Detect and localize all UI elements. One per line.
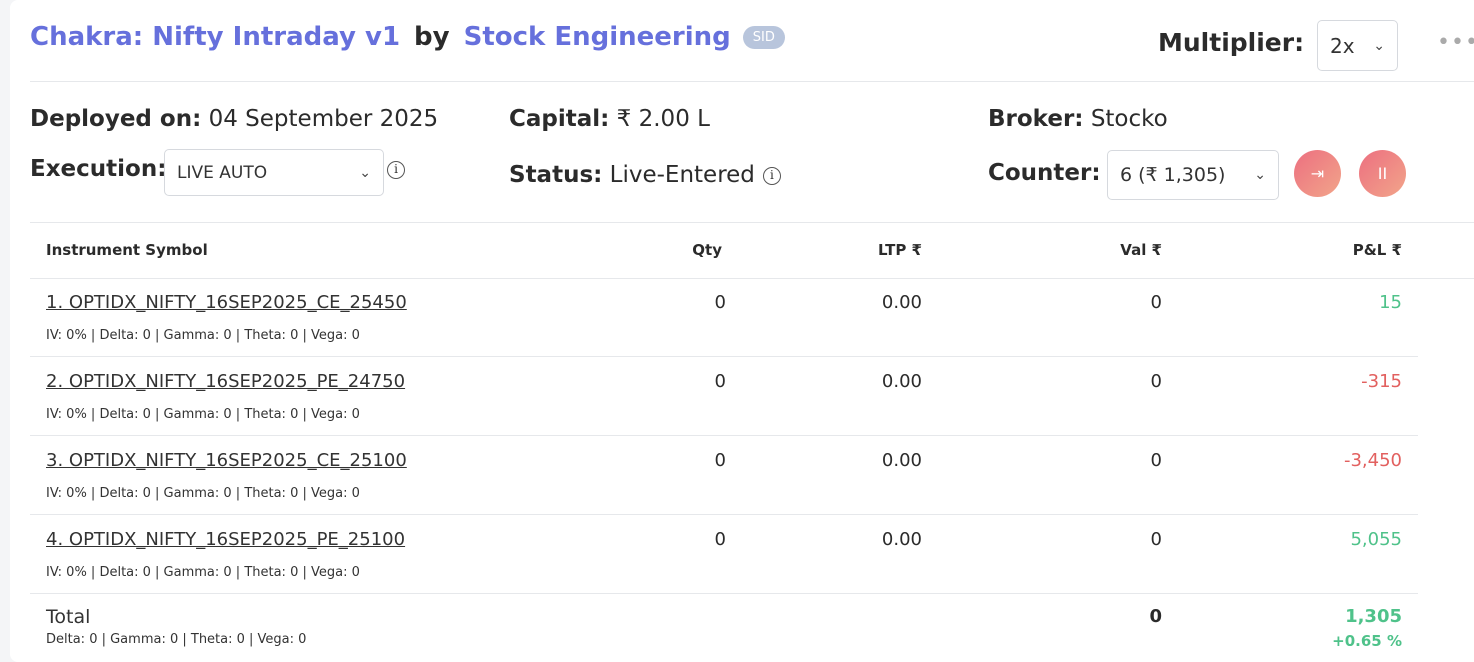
qty-cell: 0 xyxy=(714,450,726,471)
total-label: Total xyxy=(46,606,91,628)
instrument-symbol-link[interactable]: 3. OPTIDX_NIFTY_16SEP2025_CE_25100 xyxy=(46,450,407,471)
author-link[interactable]: Stock Engineering xyxy=(463,22,731,52)
greeks-text: IV: 0% | Delta: 0 | Gamma: 0 | Theta: 0 … xyxy=(46,486,360,501)
pnl-cell: -315 xyxy=(1361,371,1402,392)
broker-label: Broker: xyxy=(988,106,1084,132)
info-icon[interactable]: i xyxy=(387,161,405,179)
deployed-on: Deployed on: 04 September 2025 xyxy=(30,106,438,132)
counter-value: 6 (₹ 1,305) xyxy=(1120,164,1226,186)
pnl-cell: 15 xyxy=(1379,292,1402,313)
strategy-card: Chakra: Nifty Intraday v1 by Stock Engin… xyxy=(10,0,1474,662)
col-header-symbol: Instrument Symbol xyxy=(46,241,208,259)
val-cell: 0 xyxy=(1150,292,1162,313)
instrument-symbol-link[interactable]: 1. OPTIDX_NIFTY_16SEP2025_CE_25450 xyxy=(46,292,407,313)
deployed-label: Deployed on: xyxy=(30,106,202,132)
info-icon[interactable]: i xyxy=(762,166,781,185)
greeks-text: IV: 0% | Delta: 0 | Gamma: 0 | Theta: 0 … xyxy=(46,407,360,422)
capital: Capital: ₹ 2.00 L xyxy=(509,106,710,132)
strategy-title: Chakra: Nifty Intraday v1 by Stock Engin… xyxy=(30,22,785,52)
total-val: 0 xyxy=(1149,606,1162,627)
pnl-cell: 5,055 xyxy=(1350,529,1402,550)
table-row: 4. OPTIDX_NIFTY_16SEP2025_PE_25100 IV: 0… xyxy=(30,515,1418,594)
multiplier-label: Multiplier: xyxy=(1158,28,1305,57)
instrument-symbol-link[interactable]: 4. OPTIDX_NIFTY_16SEP2025_PE_25100 xyxy=(46,529,406,550)
total-pnl: 1,305 xyxy=(1345,606,1402,627)
instrument-symbol-link[interactable]: 2. OPTIDX_NIFTY_16SEP2025_PE_24750 xyxy=(46,371,406,392)
chevron-down-icon: ⌄ xyxy=(1373,37,1385,54)
ltp-cell: 0.00 xyxy=(881,450,922,471)
multiplier-value: 2x xyxy=(1330,33,1355,58)
greeks-text: IV: 0% | Delta: 0 | Gamma: 0 | Theta: 0 … xyxy=(46,328,360,343)
broker: Broker: Stocko xyxy=(988,106,1168,132)
sid-badge: SID xyxy=(742,25,785,49)
pause-button[interactable]: II xyxy=(1359,150,1406,197)
val-cell: 0 xyxy=(1150,371,1162,392)
ltp-cell: 0.00 xyxy=(881,529,922,550)
capital-value: ₹ 2.00 L xyxy=(616,106,710,132)
col-header-qty: Qty xyxy=(692,241,722,259)
total-greeks: Delta: 0 | Gamma: 0 | Theta: 0 | Vega: 0 xyxy=(46,632,307,647)
table-row: 2. OPTIDX_NIFTY_16SEP2025_PE_24750 IV: 0… xyxy=(30,357,1418,436)
val-cell: 0 xyxy=(1150,529,1162,550)
pnl-cell: -3,450 xyxy=(1343,450,1402,471)
chevron-down-icon: ⌄ xyxy=(359,164,371,181)
divider xyxy=(30,222,1474,223)
execution-select[interactable]: LIVE AUTO ⌄ xyxy=(164,149,384,196)
total-pnl-percent: +0.65 % xyxy=(1332,632,1402,650)
ltp-cell: 0.00 xyxy=(881,292,922,313)
exit-button[interactable]: ⇥ xyxy=(1294,150,1341,197)
pause-icon: II xyxy=(1377,164,1388,183)
greeks-text: IV: 0% | Delta: 0 | Gamma: 0 | Theta: 0 … xyxy=(46,565,360,580)
col-header-pnl: P&L ₹ xyxy=(1352,241,1402,259)
qty-cell: 0 xyxy=(714,371,726,392)
deployed-value: 04 September 2025 xyxy=(208,106,439,132)
counter-label: Counter: xyxy=(988,160,1101,186)
status-label: Status: xyxy=(509,162,603,188)
status-value: Live-Entered xyxy=(609,162,755,188)
status: Status: Live-Entered i xyxy=(509,162,781,188)
total-row: Total Delta: 0 | Gamma: 0 | Theta: 0 | V… xyxy=(30,593,1418,662)
col-header-val: Val ₹ xyxy=(1120,241,1162,259)
counter-select[interactable]: 6 (₹ 1,305) ⌄ xyxy=(1107,150,1279,200)
execution-label: Execution: xyxy=(30,156,167,182)
multiplier-select[interactable]: 2x ⌄ xyxy=(1317,20,1398,71)
divider xyxy=(30,81,1474,82)
divider xyxy=(30,278,1474,279)
col-header-ltp: LTP ₹ xyxy=(878,241,922,259)
val-cell: 0 xyxy=(1150,450,1162,471)
table-row: 3. OPTIDX_NIFTY_16SEP2025_CE_25100 IV: 0… xyxy=(30,436,1418,515)
broker-value: Stocko xyxy=(1090,106,1168,132)
exit-icon: ⇥ xyxy=(1310,164,1325,183)
by-label: by xyxy=(414,22,450,52)
capital-label: Capital: xyxy=(509,106,610,132)
strategy-name-link[interactable]: Chakra: Nifty Intraday v1 xyxy=(30,22,401,52)
qty-cell: 0 xyxy=(714,529,726,550)
chevron-down-icon: ⌄ xyxy=(1254,167,1266,183)
table-row: 1. OPTIDX_NIFTY_16SEP2025_CE_25450 IV: 0… xyxy=(30,278,1418,357)
execution-value: LIVE AUTO xyxy=(177,162,268,183)
qty-cell: 0 xyxy=(714,292,726,313)
ltp-cell: 0.00 xyxy=(881,371,922,392)
ellipsis-icon[interactable]: ••• xyxy=(1437,30,1474,55)
